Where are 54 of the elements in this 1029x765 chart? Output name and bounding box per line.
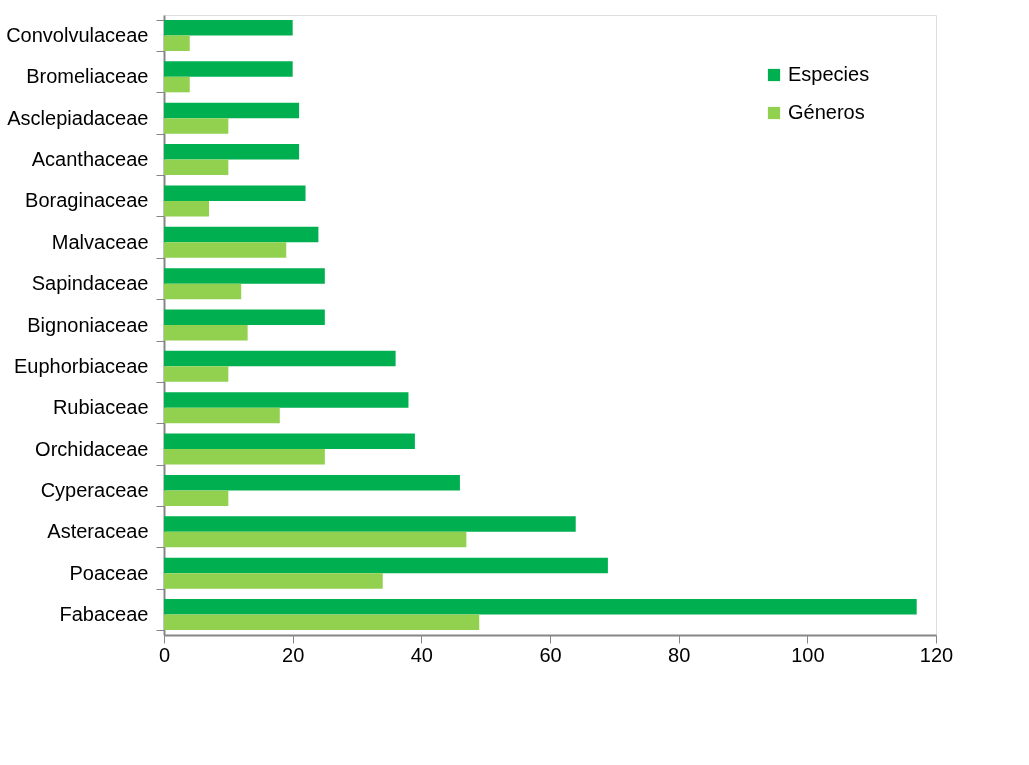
bar xyxy=(164,557,608,574)
bar xyxy=(164,531,467,548)
y-tick-label: Sapindaceae xyxy=(31,272,149,295)
bar xyxy=(164,283,242,300)
bar xyxy=(164,226,319,243)
bar xyxy=(164,76,190,93)
y-tick-label: Rubiaceae xyxy=(52,396,149,419)
y-tick-label: Boraginaceae xyxy=(25,189,149,212)
bar xyxy=(164,490,229,506)
bar xyxy=(164,614,480,631)
bar xyxy=(164,392,409,408)
bar xyxy=(164,19,293,36)
x-tick-label: 100 xyxy=(791,643,825,666)
bar xyxy=(164,102,300,119)
bar xyxy=(164,366,229,382)
x-tick-label: 40 xyxy=(410,643,433,666)
bar xyxy=(164,159,229,176)
bar xyxy=(164,325,248,341)
x-tick-label: 60 xyxy=(539,643,562,666)
y-tick-label: Cyperaceae xyxy=(40,478,149,501)
y-tick-label: Orchidaceae xyxy=(35,437,149,460)
y-tick-label: Acanthaceae xyxy=(31,148,149,171)
y-tick-label: Bromeliaceae xyxy=(26,65,149,88)
bar xyxy=(164,599,917,615)
bar xyxy=(164,407,280,424)
bar xyxy=(164,350,396,367)
bar xyxy=(164,516,576,532)
y-tick-label: Convolvulaceae xyxy=(6,23,149,46)
x-tick-label: 20 xyxy=(282,643,305,666)
y-tick-label: Asclepiadaceae xyxy=(7,106,149,129)
x-tick-label: 80 xyxy=(668,643,691,666)
bar xyxy=(164,433,415,450)
bar xyxy=(164,144,300,160)
y-tick-label: Malvaceae xyxy=(51,230,149,253)
bar xyxy=(164,242,287,258)
bar xyxy=(164,35,190,51)
y-tick-label: Poaceae xyxy=(69,561,149,584)
bar xyxy=(164,185,306,201)
y-tick-label: Fabaceae xyxy=(59,603,149,626)
x-tick-label: 0 xyxy=(158,643,171,666)
bar xyxy=(164,309,325,325)
bar xyxy=(164,268,325,284)
legend-label: Géneros xyxy=(788,101,865,123)
bar xyxy=(164,474,460,491)
bar xyxy=(164,118,229,134)
y-tick-label: Euphorbiaceae xyxy=(13,354,149,377)
bar xyxy=(164,200,210,217)
bar xyxy=(164,449,325,465)
y-tick-label: Asteraceae xyxy=(47,520,149,543)
x-tick-label: 120 xyxy=(919,643,954,666)
legend-label: Especies xyxy=(788,63,870,85)
bar xyxy=(164,61,293,77)
y-tick-label: Bignoniaceae xyxy=(27,313,149,336)
bar xyxy=(164,573,383,589)
